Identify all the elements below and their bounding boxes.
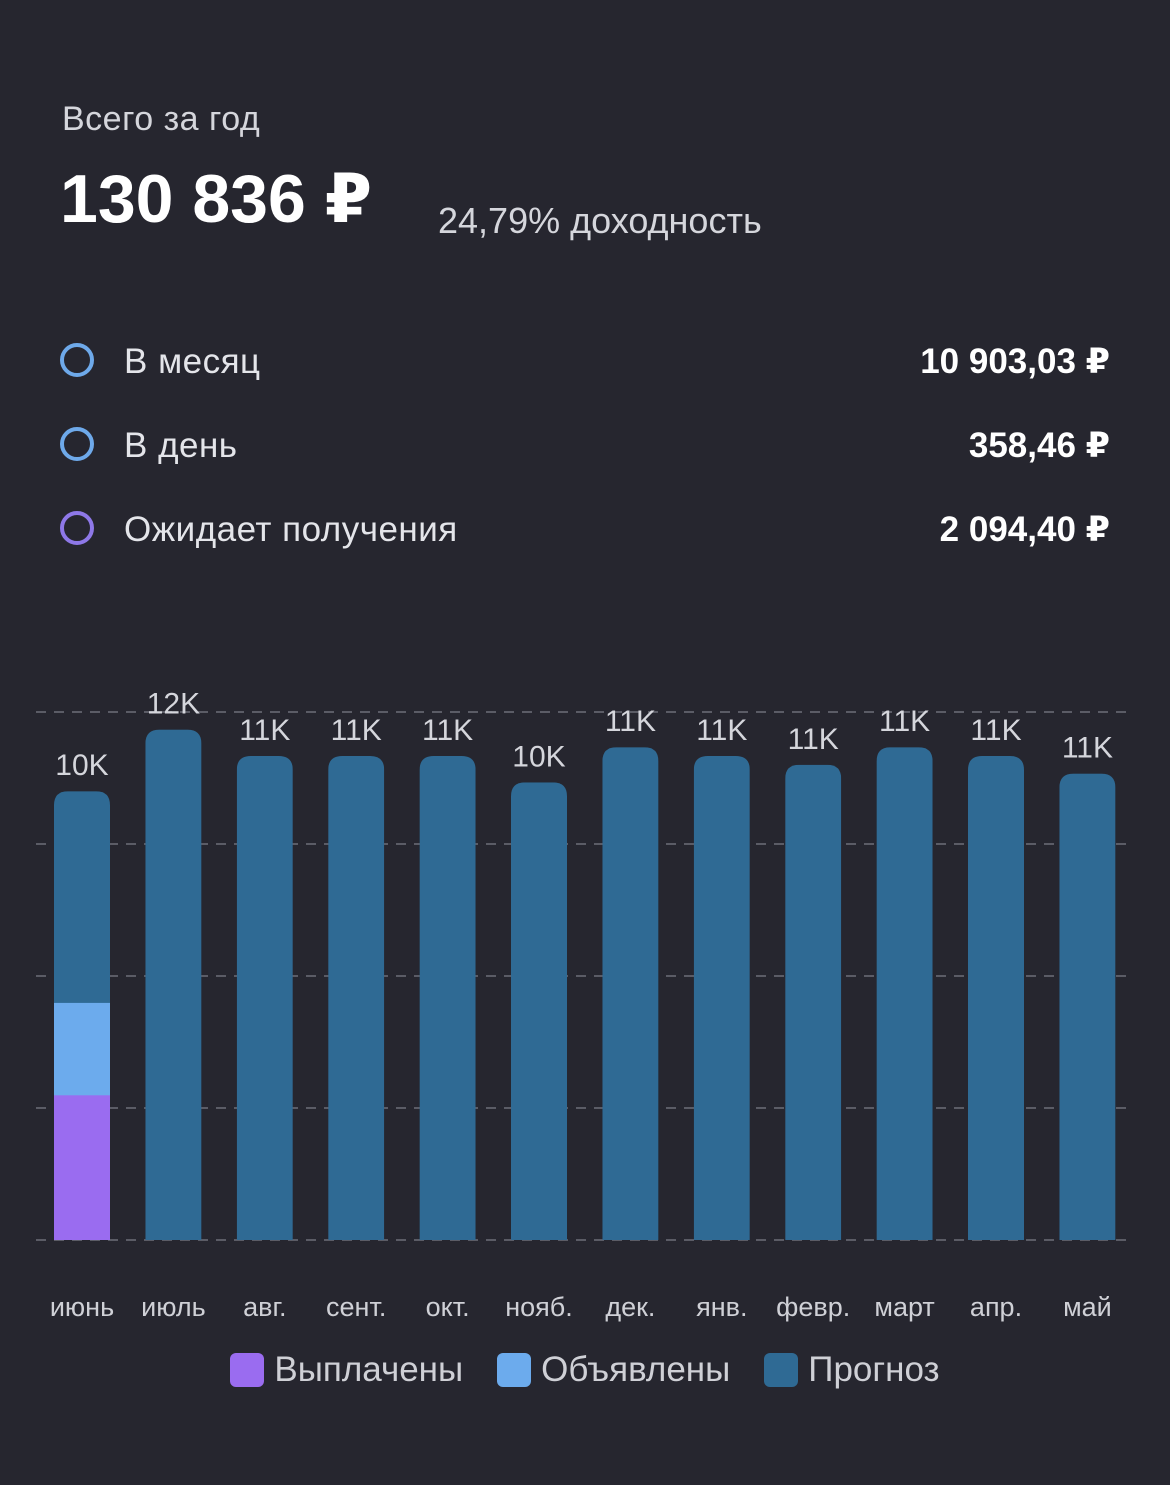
legend-item-announced: Объявлены xyxy=(497,1345,730,1395)
month-label: дек. xyxy=(605,1292,655,1322)
legend-label: Прогноз xyxy=(808,1350,940,1389)
legend-swatch xyxy=(764,1353,799,1387)
bar-segment-дек. xyxy=(602,747,659,1240)
month-label: авг. xyxy=(243,1292,286,1322)
stat-label: Ожидает получения xyxy=(124,510,458,549)
bar-value-label: 11K xyxy=(696,714,747,747)
legend-label: Объявлены xyxy=(541,1350,731,1389)
month-label: окт. xyxy=(426,1292,470,1322)
bar-segment-июнь xyxy=(54,1002,110,1096)
bar-segment-июнь xyxy=(54,791,110,1003)
month-label: июнь xyxy=(50,1292,114,1322)
legend-label: Выплачены xyxy=(274,1350,464,1389)
bar-segment-окт. xyxy=(419,756,476,1240)
yield-percent: 24,79% доходность xyxy=(438,200,762,241)
month-label: янв. xyxy=(696,1292,747,1322)
bar-segment-июль xyxy=(145,729,202,1240)
bar-value-label: 11K xyxy=(788,723,839,756)
stat-label: В месяц xyxy=(124,342,261,381)
stat-value: 358,46 ₽ xyxy=(968,426,1110,465)
bar-value-label: 11K xyxy=(239,714,290,747)
ring-icon xyxy=(60,427,94,461)
bar-segment-нояб. xyxy=(511,782,567,1240)
bar-value-label: 11K xyxy=(605,705,656,738)
bar-segment-янв. xyxy=(693,756,750,1240)
stat-row-month: В месяц 10 903,03 ₽ xyxy=(60,338,1110,388)
bar-value-label: 11K xyxy=(970,714,1021,747)
bar-segment-март xyxy=(876,747,933,1240)
bar-value-label: 11K xyxy=(879,705,930,738)
month-label: сент. xyxy=(326,1292,386,1322)
month-label: март xyxy=(874,1292,934,1322)
dividend-bar-chart: 10K июнь 12K июль 11K авг. 11K сент. 11K окт. 10K н… xyxy=(36,688,1130,1322)
month-label: февр. xyxy=(776,1292,850,1322)
bar-value-label: 11K xyxy=(422,714,473,747)
ring-icon xyxy=(60,511,94,545)
legend-swatch xyxy=(230,1353,265,1387)
bar-segment-май xyxy=(1059,773,1116,1240)
year-total-label: Всего за год xyxy=(62,100,261,138)
stat-value: 10 903,03 ₽ xyxy=(920,342,1110,381)
month-label: июль xyxy=(141,1292,206,1322)
ring-icon xyxy=(60,343,94,377)
stat-label: В день xyxy=(124,426,238,465)
bar-segment-сент. xyxy=(328,756,385,1240)
bar-segment-февр. xyxy=(785,764,842,1241)
month-label: апр. xyxy=(970,1292,1022,1322)
stat-row-day: В день 358,46 ₽ xyxy=(60,422,1110,472)
year-total-value: 130 836 ₽ xyxy=(60,161,373,237)
bar-segment-июнь xyxy=(54,1094,110,1240)
bar-value-label: 12K xyxy=(147,688,200,721)
bar-value-label: 10K xyxy=(512,740,565,773)
bar-value-label: 11K xyxy=(331,714,382,747)
bar-value-label: 11K xyxy=(1062,732,1113,765)
chart-legend: Выплачены Объявлены Прогноз xyxy=(0,1345,1170,1395)
bar-value-label: 10K xyxy=(55,749,108,782)
stat-value: 2 094,40 ₽ xyxy=(939,510,1110,549)
stat-row-pending: Ожидает получения 2 094,40 ₽ xyxy=(60,506,1110,556)
bar-segment-авг. xyxy=(236,756,293,1240)
bar-segment-апр. xyxy=(968,756,1024,1240)
month-label: нояб. xyxy=(505,1292,573,1322)
legend-item-forecast: Прогноз xyxy=(764,1345,940,1395)
month-label: май xyxy=(1063,1292,1112,1322)
legend-swatch xyxy=(497,1353,532,1387)
legend-item-paid: Выплачены xyxy=(230,1345,463,1395)
